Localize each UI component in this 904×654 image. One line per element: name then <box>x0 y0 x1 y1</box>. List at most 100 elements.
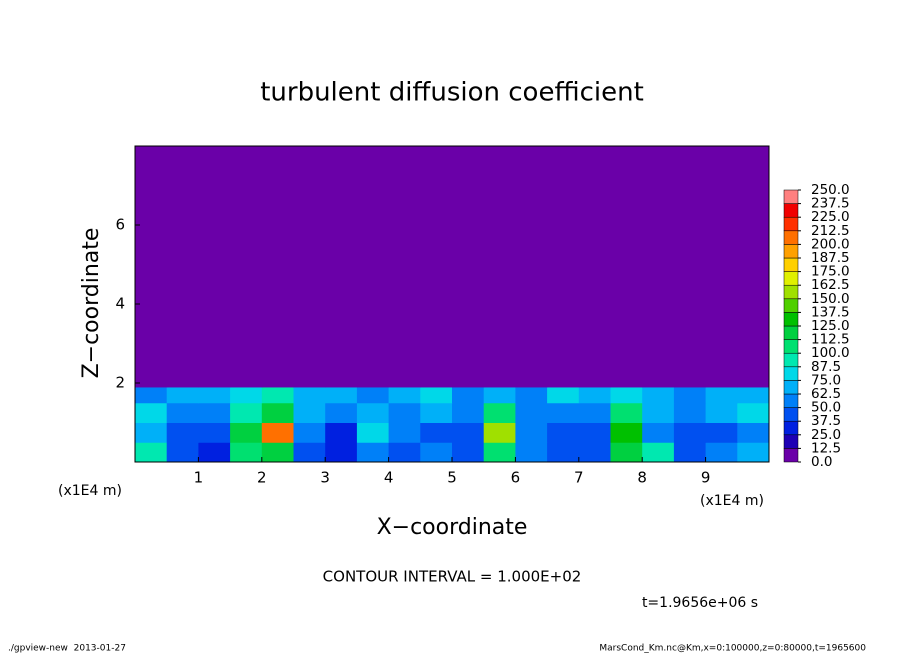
colorbar-band <box>783 230 799 245</box>
cell <box>515 402 548 423</box>
colorbar-band <box>783 312 799 327</box>
cell <box>230 146 263 388</box>
x-unit-right: (x1E4 m) <box>700 493 764 509</box>
x-tick-label: 3 <box>320 469 330 487</box>
cell <box>135 422 168 443</box>
cell <box>420 402 453 423</box>
colorbar-band <box>783 448 799 463</box>
cell <box>420 146 453 388</box>
cell <box>135 442 168 463</box>
cell <box>673 442 707 463</box>
cell <box>452 422 485 443</box>
x-tick-label: 7 <box>574 469 584 487</box>
cell <box>642 442 675 463</box>
cell <box>293 422 326 443</box>
footer-right: MarsCond_Km.nc@Km,x=0:100000,z=0:80000,t… <box>599 644 866 654</box>
cell <box>261 146 294 388</box>
cell <box>293 386 326 404</box>
cell <box>610 422 643 443</box>
cell <box>198 422 231 443</box>
colorbar-label: 50.0 <box>811 400 841 416</box>
cell <box>578 146 611 388</box>
cell <box>198 402 231 423</box>
cell <box>198 442 231 463</box>
cell <box>705 422 738 443</box>
cell <box>483 386 516 404</box>
cell <box>166 422 199 443</box>
cell <box>230 402 263 423</box>
cell <box>705 402 738 423</box>
cell <box>325 146 358 388</box>
cell <box>135 146 168 388</box>
cell <box>578 422 611 443</box>
colorbar-label: 237.5 <box>811 196 850 212</box>
cell <box>356 402 390 423</box>
cell <box>705 386 738 404</box>
cell <box>388 146 421 388</box>
colorbar-label: 137.5 <box>811 304 850 320</box>
cell <box>642 146 675 388</box>
cell <box>388 386 421 404</box>
cell <box>230 386 263 404</box>
cell <box>483 442 516 463</box>
cell <box>673 146 707 388</box>
cell <box>325 422 358 443</box>
cell <box>610 386 643 404</box>
y-tick-label: 4 <box>115 295 125 313</box>
colorbar-band <box>783 434 799 449</box>
colorbar-band <box>783 393 799 408</box>
cell <box>166 402 199 423</box>
x-tick-label: 1 <box>194 469 204 487</box>
cell <box>515 146 548 388</box>
cell <box>515 442 548 463</box>
colorbar-band <box>783 203 799 218</box>
colorbar-label: 125.0 <box>811 318 850 334</box>
colorbar-band <box>783 216 799 232</box>
colorbar-band <box>783 257 799 272</box>
colorbar-label: 62.5 <box>811 386 841 402</box>
colorbar-label: 100.0 <box>811 345 850 361</box>
cell <box>452 402 485 423</box>
cell <box>483 146 516 388</box>
cell <box>610 146 643 388</box>
colorbar-label: 112.5 <box>811 332 850 348</box>
cell <box>737 402 770 423</box>
cell <box>483 422 516 443</box>
x-tick-label: 5 <box>447 469 457 487</box>
colorbar-band <box>783 298 799 313</box>
colorbar-label: 212.5 <box>811 223 850 239</box>
cell <box>547 146 580 388</box>
colorbar-band <box>783 420 799 436</box>
cell <box>737 386 770 404</box>
cell <box>737 422 770 443</box>
cell <box>325 386 358 404</box>
cell <box>578 386 611 404</box>
cell <box>610 402 643 423</box>
colorbar-label: 25.0 <box>811 427 841 443</box>
cell <box>356 442 390 463</box>
cell <box>642 402 675 423</box>
cell <box>230 442 263 463</box>
y-tick-label: 2 <box>115 374 125 392</box>
cell <box>705 146 738 388</box>
cell <box>198 386 231 404</box>
cell <box>547 442 580 463</box>
cell <box>166 442 199 463</box>
colorbar-band <box>783 339 799 354</box>
cell <box>515 422 548 443</box>
cell <box>610 442 643 463</box>
colorbar-label: 187.5 <box>811 250 850 266</box>
colorbar-band <box>783 189 799 204</box>
cell <box>388 442 421 463</box>
colorbar-label: 12.5 <box>811 440 841 456</box>
cell <box>737 146 770 388</box>
colorbar-band <box>783 366 799 381</box>
cell <box>452 386 485 404</box>
cell <box>673 402 707 423</box>
cell <box>261 442 294 463</box>
colorbar-band <box>783 352 799 368</box>
colorbar-band <box>783 325 799 340</box>
colorbar-label: 150.0 <box>811 291 850 307</box>
cell <box>420 386 453 404</box>
cell <box>356 386 390 404</box>
